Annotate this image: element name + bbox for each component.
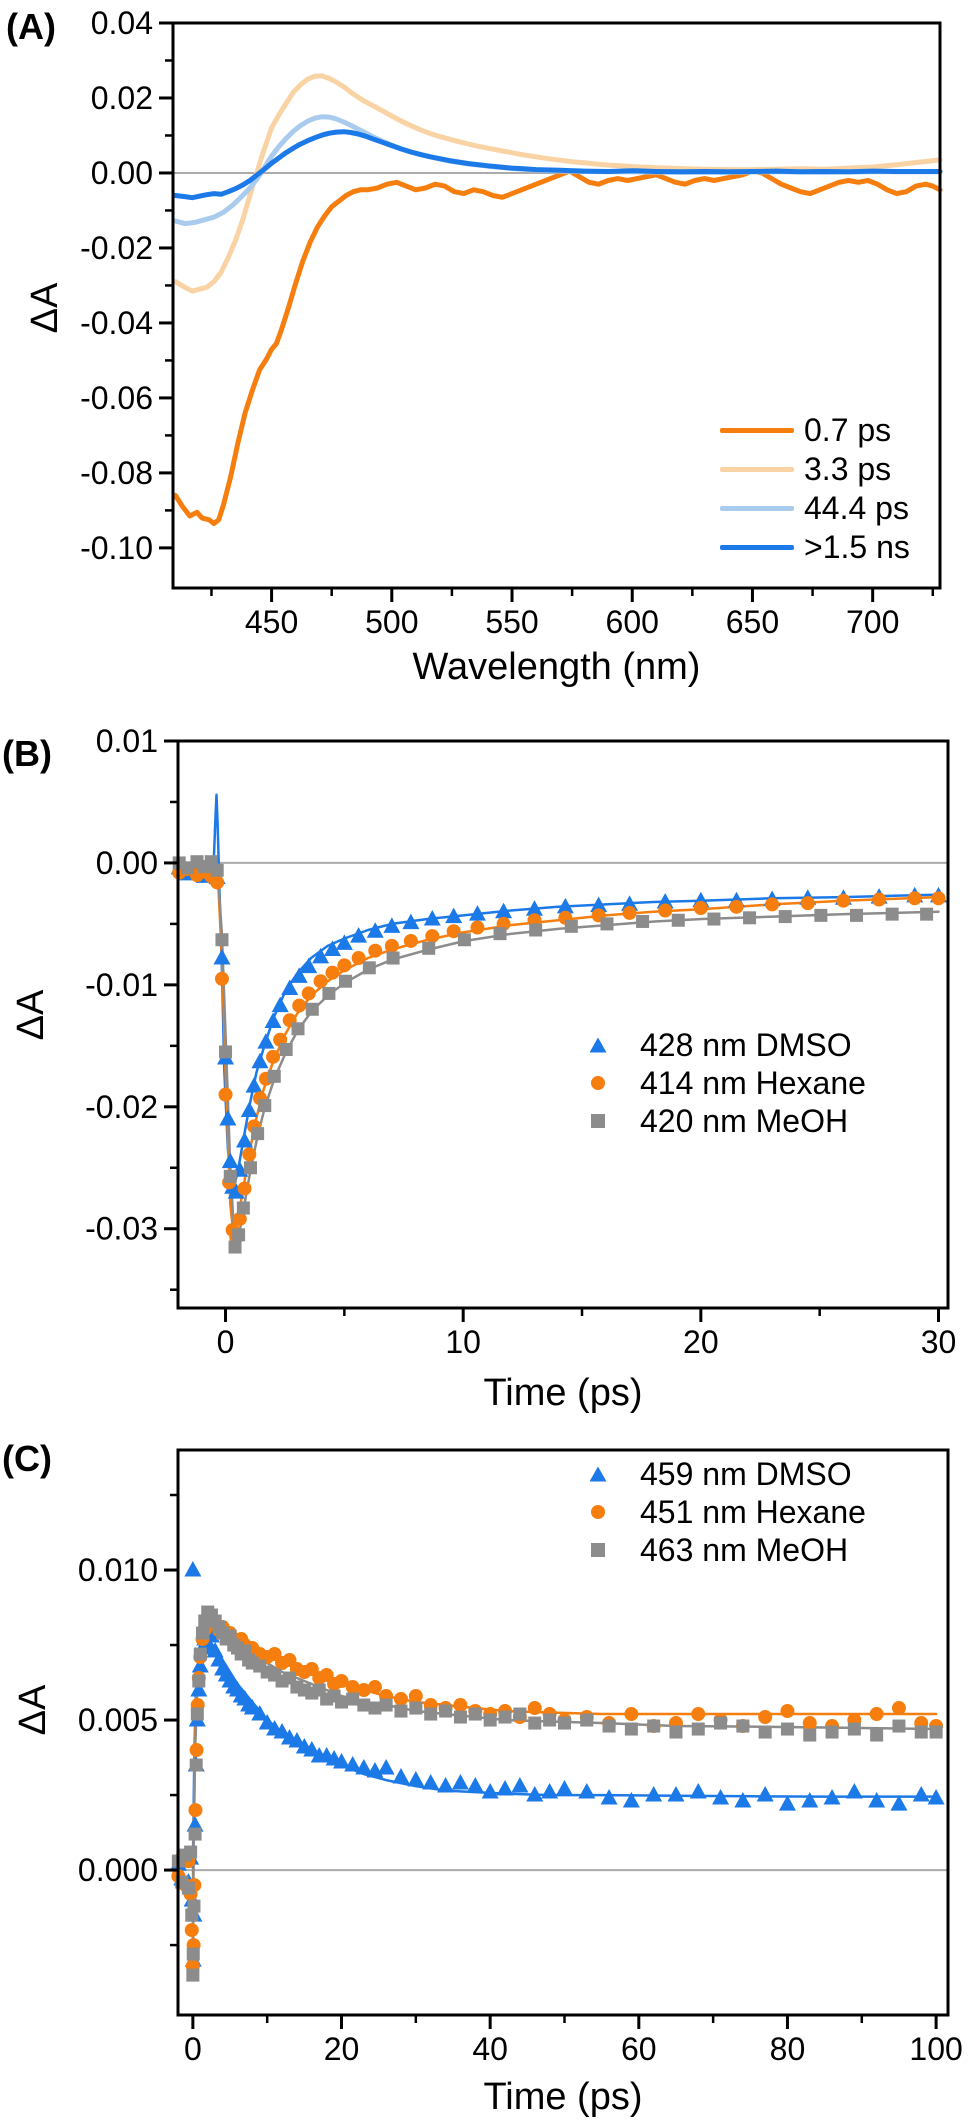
x-tick-label: 650 bbox=[726, 604, 779, 640]
legend-label: >1.5 ns bbox=[804, 529, 910, 565]
panel-b-x-axis-title: Time (ps) bbox=[483, 1372, 643, 1414]
legend-item-459nm-dmso: 459 nm DMSO bbox=[582, 1455, 866, 1493]
x-tick-label: 0 bbox=[217, 1324, 235, 1360]
legend-item-0.7ps: 0.7 ps bbox=[720, 411, 910, 450]
y-tick-label: -0.04 bbox=[80, 305, 153, 341]
y-tick-label: -0.02 bbox=[80, 230, 153, 266]
panel-b-letter: (B) bbox=[2, 733, 52, 774]
y-tick-label: 0.00 bbox=[91, 155, 153, 191]
x-tick-label: 500 bbox=[365, 604, 418, 640]
series-line-0.7-ps bbox=[172, 168, 943, 526]
triangle-marker-icon bbox=[589, 1466, 607, 1482]
x-tick-label: 600 bbox=[606, 604, 659, 640]
y-tick-label: 0.010 bbox=[78, 1552, 158, 1588]
y-tick-label: -0.02 bbox=[85, 1089, 158, 1125]
axis-ticks bbox=[159, 21, 935, 602]
panel-A-plot: 450 500 550 600 650 700 0.04 0.02 0.00 -0.02 -0.04… bbox=[80, 5, 943, 640]
axes-frame bbox=[171, 21, 942, 590]
legend-item-463nm-meoh: 463 nm MeOH bbox=[582, 1531, 866, 1569]
panel-a-x-axis-title: Wavelength (nm) bbox=[412, 646, 701, 688]
legend-label: 44.4 ps bbox=[804, 490, 909, 526]
y-tick-label: 0.005 bbox=[78, 1702, 158, 1738]
panel-b-y-axis-title: ΔA bbox=[10, 989, 52, 1041]
legend-item-3.3ps: 3.3 ps bbox=[720, 450, 910, 489]
panel-C-plot: 0 20 40 60 80 100 0.010 0.005 0.000 bbox=[78, 1448, 963, 2067]
tick-labels: 0 10 20 30 0.01 0.00 -0.01 -0.02 -0.03 bbox=[85, 723, 956, 1360]
panel-c-y-axis-title: ΔA bbox=[12, 1684, 54, 1736]
y-tick-label: -0.06 bbox=[80, 380, 153, 416]
panel-B-plot: 0 10 20 30 0.01 0.00 -0.01 -0.02 -0.03 bbox=[85, 723, 956, 1360]
x-tick-label: 20 bbox=[683, 1324, 719, 1360]
panel-c-legend: 459 nm DMSO 451 nm Hexane 463 nm MeOH bbox=[582, 1455, 866, 1569]
y-tick-label: 0.00 bbox=[96, 845, 158, 881]
tick-labels: 0 20 40 60 80 100 0.010 0.005 0.000 bbox=[78, 1552, 963, 2067]
line-swatch-orange bbox=[720, 428, 794, 433]
legend-item-428nm-dmso: 428 nm DMSO bbox=[582, 1026, 866, 1064]
circle-marker-icon bbox=[591, 1076, 605, 1090]
legend-label: 459 nm DMSO bbox=[640, 1455, 852, 1492]
line-swatch-blue bbox=[720, 545, 794, 550]
x-tick-label: 40 bbox=[472, 2031, 508, 2067]
y-tick-label: -0.08 bbox=[80, 455, 153, 491]
square-marker-icon bbox=[591, 1543, 605, 1557]
x-tick-label: 60 bbox=[621, 2031, 657, 2067]
panel-a-legend: 0.7 ps 3.3 ps 44.4 ps >1.5 ns bbox=[720, 411, 910, 567]
panel-c-x-axis-title: Time (ps) bbox=[483, 2076, 643, 2118]
panel-b-legend: 428 nm DMSO 414 nm Hexane 420 nm MeOH bbox=[582, 1026, 866, 1140]
panel-c-letter: (C) bbox=[2, 1438, 52, 1479]
legend-item-420nm-meoh: 420 nm MeOH bbox=[582, 1102, 866, 1140]
x-tick-label: 0 bbox=[184, 2031, 202, 2067]
legend-label: 3.3 ps bbox=[804, 451, 892, 487]
y-tick-label: -0.10 bbox=[80, 530, 153, 566]
x-tick-label: 100 bbox=[909, 2031, 962, 2067]
legend-label: 428 nm DMSO bbox=[640, 1026, 852, 1063]
legend-label: 414 nm Hexane bbox=[640, 1064, 866, 1101]
x-tick-label: 20 bbox=[324, 2031, 360, 2067]
line-swatch-peach bbox=[720, 467, 794, 472]
y-tick-label: 0.000 bbox=[78, 1852, 158, 1888]
series-markers-459-nm-DMSO bbox=[169, 1561, 945, 1967]
y-tick-label: -0.03 bbox=[85, 1211, 158, 1247]
legend-item-451nm-hexane: 451 nm Hexane bbox=[582, 1493, 866, 1531]
series-markers-420-nm-MeOH bbox=[172, 855, 934, 1254]
x-tick-label: 550 bbox=[485, 604, 538, 640]
axis-ticks bbox=[164, 1493, 938, 2029]
axes-frame bbox=[176, 739, 950, 1310]
square-marker-icon bbox=[591, 1114, 605, 1128]
tick-labels: 450 500 550 600 650 700 0.04 0.02 0.00 -0.02 -0.04… bbox=[80, 5, 899, 640]
series-line-3.3-ps bbox=[172, 73, 943, 294]
legend-item-44.4ps: 44.4 ps bbox=[720, 489, 910, 528]
y-tick-label: -0.01 bbox=[85, 967, 158, 1003]
circle-marker-icon bbox=[591, 1505, 605, 1519]
x-tick-label: 700 bbox=[846, 604, 899, 640]
axes-frame bbox=[176, 1448, 950, 2017]
panel-a-y-axis-title: ΔA bbox=[24, 282, 66, 334]
x-tick-label: 10 bbox=[445, 1324, 481, 1360]
y-tick-label: 0.04 bbox=[91, 5, 153, 41]
series-markers-451-nm-Hexane bbox=[171, 1611, 944, 1974]
panel-a-letter: (A) bbox=[6, 6, 56, 47]
x-tick-label: 80 bbox=[770, 2031, 806, 2067]
legend-item-1.5ns: >1.5 ns bbox=[720, 528, 910, 567]
x-tick-label: 30 bbox=[921, 1324, 957, 1360]
y-tick-label: 0.01 bbox=[96, 723, 158, 759]
y-tick-label: 0.02 bbox=[91, 80, 153, 116]
series-markers-463-nm-MeOH bbox=[171, 1605, 943, 1982]
fit-line-414-nm-Hexane bbox=[176, 870, 940, 1239]
series-line->1.5-ns bbox=[172, 129, 943, 201]
legend-item-414nm-hexane: 414 nm Hexane bbox=[582, 1064, 866, 1102]
line-swatch-lightblue bbox=[720, 506, 794, 511]
legend-label: 420 nm MeOH bbox=[640, 1102, 849, 1139]
legend-label: 463 nm MeOH bbox=[640, 1531, 849, 1568]
axis-ticks bbox=[164, 739, 940, 1322]
legend-label: 451 nm Hexane bbox=[640, 1493, 866, 1530]
legend-label: 0.7 ps bbox=[804, 412, 892, 448]
x-tick-label: 450 bbox=[245, 604, 298, 640]
triangle-marker-icon bbox=[589, 1037, 607, 1053]
